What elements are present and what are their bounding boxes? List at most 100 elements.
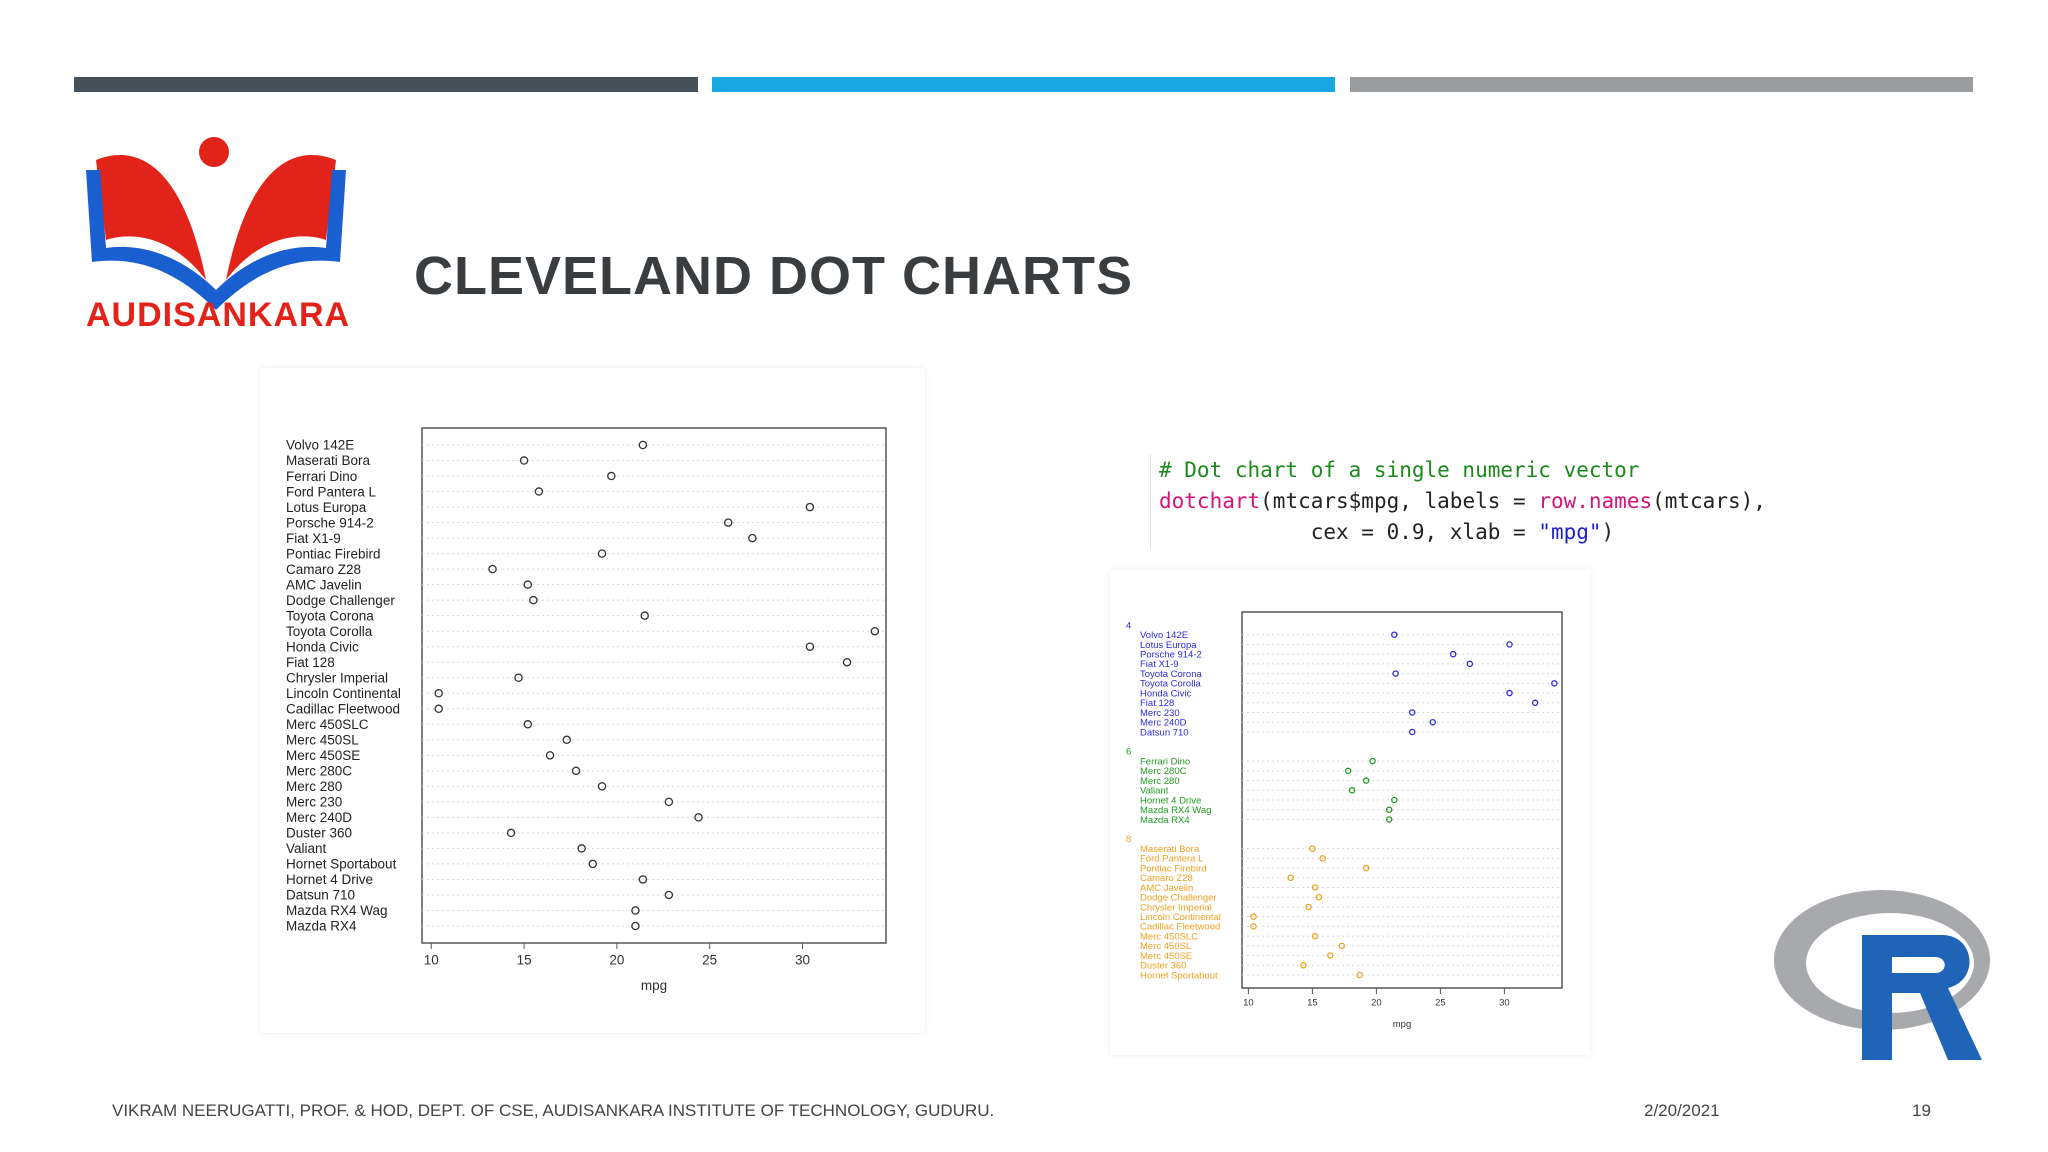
row-label: Mazda RX4 <box>286 919 357 934</box>
data-point <box>1506 641 1513 648</box>
row-label: Hornet Sportabout <box>1140 970 1218 981</box>
row-label: Fiat 128 <box>286 655 335 670</box>
data-point <box>1385 816 1393 823</box>
row-label: Duster 360 <box>1140 961 1186 972</box>
x-tick-label: 15 <box>1307 998 1318 1009</box>
row-label: Hornet 4 Drive <box>1140 795 1201 806</box>
x-tick-label: 25 <box>702 953 717 968</box>
row-label: Cadillac Fleetwood <box>286 701 400 716</box>
plot-frame <box>421 427 887 944</box>
x-tick-label: 15 <box>517 953 532 968</box>
row-label: Chrysler Imperial <box>286 670 388 685</box>
row-label: Merc 240D <box>1140 718 1187 729</box>
row-label: Toyota Corolla <box>1140 679 1201 690</box>
row-label: Merc 450SLC <box>286 717 369 732</box>
row-label: Fiat X1-9 <box>1140 659 1179 670</box>
row-label: Merc 280 <box>286 779 342 794</box>
data-point <box>1392 670 1399 677</box>
row-label: Merc 240D <box>286 810 352 825</box>
row-label: Merc 450SL <box>286 733 359 748</box>
data-point <box>640 611 649 620</box>
row-label: Lincoln Continental <box>1140 912 1221 923</box>
row-label: Maserati Bora <box>286 453 371 468</box>
data-point <box>571 766 581 776</box>
data-point <box>1305 903 1312 911</box>
data-point <box>1309 845 1316 852</box>
row-label: Datsun 710 <box>1140 727 1189 738</box>
x-tick-label: 10 <box>1243 998 1254 1009</box>
data-point <box>631 921 640 931</box>
data-point <box>1531 699 1539 707</box>
row-label: Lotus Europa <box>1140 640 1197 651</box>
data-point <box>1311 884 1319 891</box>
row-label: Datsun 710 <box>286 888 355 903</box>
data-point <box>664 890 674 900</box>
row-label: Lotus Europa <box>286 500 367 515</box>
footer-page-number: 19 <box>1912 1101 1931 1120</box>
x-tick-label: 30 <box>795 953 810 968</box>
row-label: Honda Civic <box>286 639 359 654</box>
row-label: Merc 280C <box>286 764 352 779</box>
header-bar-blue <box>712 77 1335 92</box>
data-point <box>562 735 572 745</box>
data-point <box>529 595 538 605</box>
row-label: Toyota Corolla <box>286 624 373 639</box>
group-label: 8 <box>1126 834 1131 845</box>
data-point <box>1429 718 1436 726</box>
code-close: ) <box>1601 520 1615 544</box>
row-label: AMC Javelin <box>286 577 362 592</box>
row-label: Chrysler Imperial <box>1140 902 1212 913</box>
data-point <box>545 751 555 760</box>
data-point <box>1391 631 1398 638</box>
row-label: Valiant <box>286 841 327 856</box>
x-tick-label: 20 <box>609 953 624 968</box>
data-point <box>638 440 648 450</box>
data-point <box>1466 660 1474 668</box>
dotchart-right-panel: 4 Volvo 142E Lotus Europa Porsche 914-2 Fiat… <box>1110 570 1590 1055</box>
code-block: # Dot chart of a single numeric vector d… <box>1150 455 1859 548</box>
row-label: Valiant <box>1140 786 1169 797</box>
data-point <box>1408 728 1416 736</box>
data-point <box>1551 680 1558 687</box>
row-label: Porsche 914-2 <box>286 515 374 530</box>
data-point <box>1315 893 1323 901</box>
data-point <box>1362 777 1370 784</box>
row-label: Pontiac Firebird <box>286 546 381 561</box>
data-point <box>631 906 640 915</box>
data-point <box>664 797 674 807</box>
data-point <box>1319 855 1326 862</box>
row-label: Merc 280C <box>1140 766 1187 777</box>
row-label: Maserati Bora <box>1140 844 1200 855</box>
data-point <box>1408 709 1416 716</box>
data-point <box>1356 971 1364 979</box>
data-point <box>1344 767 1352 775</box>
group-label: 6 <box>1126 747 1131 758</box>
header-bar-gray <box>1350 77 1973 92</box>
row-label: Honda Civic <box>1140 688 1191 699</box>
data-point <box>1391 796 1398 804</box>
row-label: Dodge Challenger <box>286 593 395 608</box>
data-point <box>805 502 815 512</box>
row-label: Duster 360 <box>286 826 352 841</box>
row-label: Cadillac Fleetwood <box>1140 922 1220 933</box>
row-label: Ferrari Dino <box>286 469 357 484</box>
row-label: Merc 230 <box>1140 708 1180 719</box>
row-label: Dodge Challenger <box>1140 893 1217 904</box>
row-label: Mazda RX4 Wag <box>1140 805 1211 816</box>
code-func2: row.names <box>1538 489 1653 513</box>
data-point <box>523 720 533 729</box>
data-point <box>1449 650 1457 658</box>
header-bar-dark <box>74 77 698 92</box>
row-label: Mazda RX4 <box>1140 815 1190 826</box>
data-point <box>607 471 616 481</box>
data-point <box>1506 689 1513 697</box>
row-label: Volvo 142E <box>1140 630 1188 641</box>
row-label: AMC Javelin <box>1140 883 1193 894</box>
data-point <box>1300 962 1307 969</box>
code-comment: # Dot chart of a single numeric vector <box>1159 458 1640 482</box>
row-label: Merc 450SLC <box>1140 931 1198 942</box>
audisankara-logo-icon <box>86 137 346 310</box>
row-label: Merc 450SE <box>1140 951 1192 962</box>
